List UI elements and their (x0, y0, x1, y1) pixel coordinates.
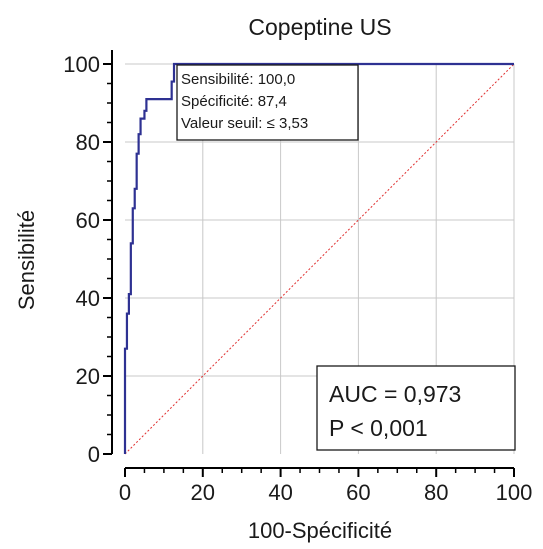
x-tick-label: 60 (346, 480, 370, 505)
x-tick-label: 100 (496, 480, 533, 505)
y-axis-label: Sensibilité (14, 210, 39, 310)
x-tick-label: 0 (119, 480, 131, 505)
cutoff-specificity-text: Spécificité: 87,4 (181, 93, 287, 110)
tick-labels: 0 20 40 60 80 100 0 20 40 60 80 100 (63, 52, 532, 505)
roc-curve (123, 62, 514, 454)
p-value-text: P < 0,001 (329, 415, 428, 441)
chart-title: Copeptine US (248, 14, 391, 40)
auc-box-frame (316, 365, 516, 451)
cutoff-threshold-text: Valeur seuil: ≤ 3,53 (181, 115, 308, 132)
y-tick-label: 20 (76, 364, 100, 389)
x-tick-label: 20 (191, 480, 215, 505)
x-tick-label: 40 (268, 480, 292, 505)
cutoff-box-frame (176, 64, 359, 141)
cutoff-annotation-box: Sensibilité: 100,0 Spécificité: 87,4 Val… (176, 64, 359, 141)
y-tick-label: 60 (76, 208, 100, 233)
y-tick-label: 80 (76, 130, 100, 155)
auc-value-text: AUC = 0,973 (329, 381, 461, 407)
y-tick-label: 40 (76, 286, 100, 311)
x-tick-label: 80 (424, 480, 448, 505)
axes (103, 50, 515, 477)
x-axis-label: 100-Spécificité (248, 518, 392, 543)
cutoff-sensitivity-text: Sensibilité: 100,0 (181, 71, 295, 88)
auc-annotation-box: AUC = 0,973 P < 0,001 (316, 365, 516, 451)
y-tick-label: 100 (63, 52, 100, 77)
y-tick-label: 0 (88, 442, 100, 467)
roc-curve-layer (123, 62, 514, 454)
